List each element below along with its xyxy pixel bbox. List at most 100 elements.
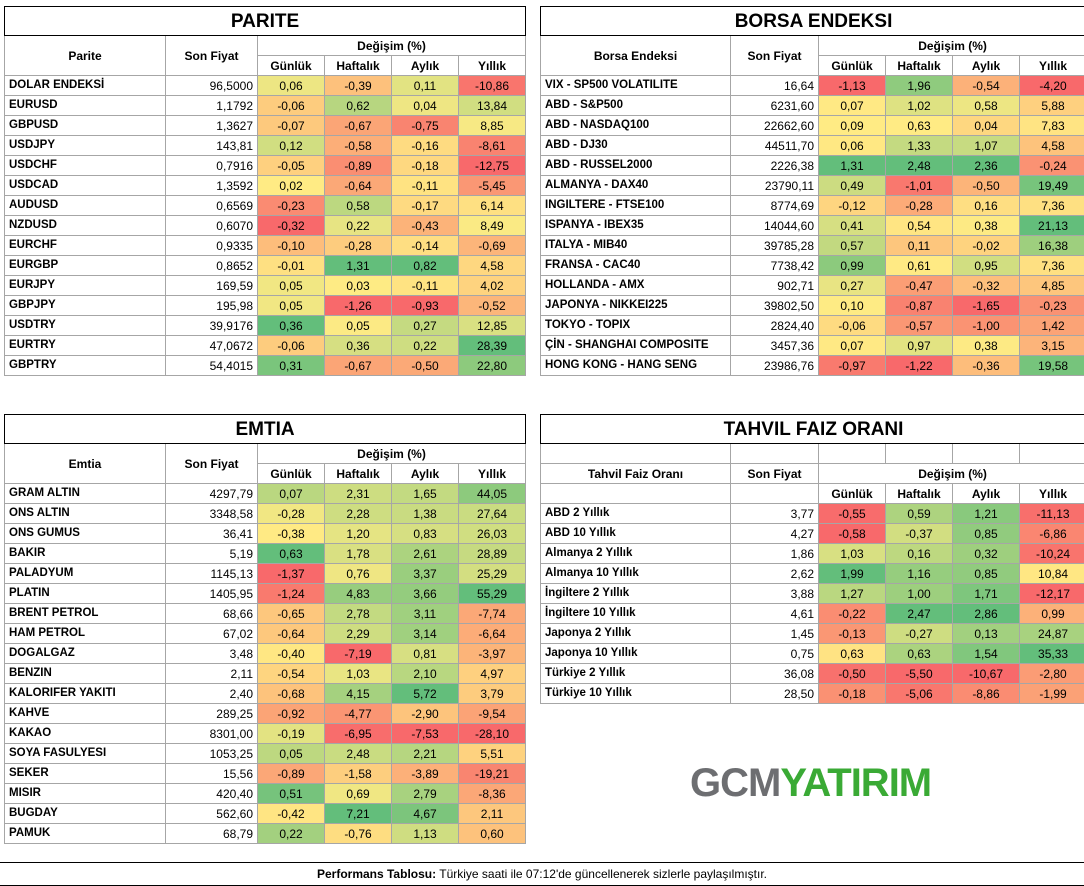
row-price: 4,27 bbox=[730, 523, 819, 544]
row-price: 68,66 bbox=[165, 603, 258, 624]
change-cell-y: 25,29 bbox=[457, 563, 527, 584]
change-cell-m: 0,38 bbox=[952, 335, 1020, 356]
change-cell-w: 0,16 bbox=[885, 543, 953, 564]
row-name: ONS GUMUS bbox=[4, 523, 166, 544]
footer-label: Performans Tablosu: bbox=[316, 867, 437, 881]
change-cell-m: 0,16 bbox=[952, 195, 1020, 216]
change-cell-m: 2,79 bbox=[391, 783, 459, 804]
price-header: Son Fiyat bbox=[730, 463, 819, 484]
table-row: PALADYUM 1145,13 -1,37 0,76 3,37 25,29 bbox=[4, 563, 527, 584]
row-name: GBPUSD bbox=[4, 115, 166, 136]
change-cell-w: 1,96 bbox=[885, 75, 953, 96]
blank-cell bbox=[540, 483, 731, 504]
change-cell-y: -10,24 bbox=[1018, 543, 1084, 564]
change-cell-w: -6,95 bbox=[324, 723, 392, 744]
price-header: Son Fiyat bbox=[165, 35, 258, 76]
table-row: HOLLANDA - AMX 902,71 0,27 -0,47 -0,32 4,85 bbox=[540, 275, 1084, 296]
change-cell-w: -1,58 bbox=[324, 763, 392, 784]
change-cell-d: 0,27 bbox=[818, 275, 886, 296]
change-cell-m: -0,11 bbox=[391, 275, 459, 296]
footer-text: Türkiye saati ile 07:12'de güncellenerek… bbox=[439, 867, 768, 881]
table-row: PAMUK 68,79 0,22 -0,76 1,13 0,60 bbox=[4, 823, 527, 844]
change-cell-m: 0,22 bbox=[391, 335, 459, 356]
row-name: TOKYO - TOPIX bbox=[540, 315, 731, 336]
change-cell-d: -0,06 bbox=[818, 315, 886, 336]
row-price: 4,61 bbox=[730, 603, 819, 624]
change-cell-w: -1,26 bbox=[324, 295, 392, 316]
change-cell-y: 4,58 bbox=[1018, 135, 1084, 156]
table-row: HONG KONG - HANG SENG 23986,76 -0,97 -1,22-… bbox=[540, 355, 1084, 376]
change-cell-d: -0,65 bbox=[257, 603, 325, 624]
change-cell-d: 0,05 bbox=[257, 295, 325, 316]
change-cell-m: 0,58 bbox=[952, 95, 1020, 116]
table-row: ISPANYA - IBEX35 14044,60 0,41 0,54 0,38 21,1… bbox=[540, 215, 1084, 236]
table-row: GBPUSD 1,3627 -0,07 -0,67 -0,75 8,85 bbox=[4, 115, 527, 136]
row-price: 7738,42 bbox=[730, 255, 819, 276]
header-row: Emtia Son Fiyat Değişim (%) bbox=[4, 443, 527, 484]
row-name: SEKER bbox=[4, 763, 166, 784]
spacer-cell bbox=[540, 443, 731, 464]
table-row: BAKIR 5,19 0,63 1,78 2,61 28,89 bbox=[4, 543, 527, 564]
row-name: İngiltere 2 Yıllık bbox=[540, 583, 731, 604]
change-cell-d: -0,07 bbox=[257, 115, 325, 136]
change-cell-y: 0,99 bbox=[1018, 603, 1084, 624]
table-row: ABD - RUSSEL2000 2226,38 1,31 2,48 2,36 -0,24 bbox=[540, 155, 1084, 176]
change-cell-m: 2,10 bbox=[391, 663, 459, 684]
table-row: ABD - NASDAQ100 22662,60 0,09 0,63 0,04 7,83 bbox=[540, 115, 1084, 136]
change-cell-y: 21,13 bbox=[1018, 215, 1084, 236]
change-cell-m: -0,50 bbox=[391, 355, 459, 376]
tahvil-title: TAHVIL FAIZ ORANI bbox=[539, 414, 1084, 444]
change-cell-w: 0,59 bbox=[885, 503, 953, 524]
change-cell-y: 19,58 bbox=[1018, 355, 1084, 376]
change-cell-d: 0,57 bbox=[818, 235, 886, 256]
spacer-cell bbox=[885, 443, 953, 464]
row-price: 2824,40 bbox=[730, 315, 819, 336]
table-row: ABD - DJ30 44511,70 0,06 1,33 1,07 4,58 bbox=[540, 135, 1084, 156]
table-row: ONS GUMUS 36,41 -0,38 1,20 0,83 26,03 bbox=[4, 523, 527, 544]
change-cell-m: -7,53 bbox=[391, 723, 459, 744]
change-cell-m: -0,14 bbox=[391, 235, 459, 256]
row-name: Japonya 10 Yıllık bbox=[540, 643, 731, 664]
row-name: GBPJPY bbox=[4, 295, 166, 316]
row-name: PLATIN bbox=[4, 583, 166, 604]
row-price: 2226,38 bbox=[730, 155, 819, 176]
change-cell-d: -0,54 bbox=[257, 663, 325, 684]
header-row: Tahvil Faiz Oranı Son Fiyat Değişim (%) bbox=[540, 463, 1084, 484]
change-cell-m: 0,27 bbox=[391, 315, 459, 336]
row-price: 3,88 bbox=[730, 583, 819, 604]
price-header: Son Fiyat bbox=[165, 443, 258, 484]
daily-header: Günlük bbox=[818, 483, 886, 504]
change-cell-m: 1,38 bbox=[391, 503, 459, 524]
change-cell-d: -1,13 bbox=[818, 75, 886, 96]
blank-cell bbox=[730, 483, 819, 504]
table-row: Japonya 2 Yıllık 1,45 -0,13 -0,27 0,13 24,87 bbox=[540, 623, 1084, 644]
row-name: ITALYA - MIB40 bbox=[540, 235, 731, 256]
spacer-cell bbox=[952, 443, 1020, 464]
change-cell-w: -0,37 bbox=[885, 523, 953, 544]
row-name: AUDUSD bbox=[4, 195, 166, 216]
change-cell-m: -0,02 bbox=[952, 235, 1020, 256]
row-price: 169,59 bbox=[165, 275, 258, 296]
change-cell-m: 3,66 bbox=[391, 583, 459, 604]
emtia-title: EMTIA bbox=[3, 414, 527, 444]
change-cell-d: 0,36 bbox=[257, 315, 325, 336]
change-cell-d: -0,19 bbox=[257, 723, 325, 744]
table-row: Türkiye 2 Yıllık 36,08 -0,50 -5,50 -10,67 -2,… bbox=[540, 663, 1084, 684]
change-cell-d: -0,50 bbox=[818, 663, 886, 684]
daily-header: Günlük bbox=[257, 55, 325, 76]
monthly-header: Aylık bbox=[952, 55, 1020, 76]
change-cell-y: 2,11 bbox=[457, 803, 527, 824]
change-header: Değişim (%) bbox=[256, 443, 527, 464]
change-cell-d: -1,24 bbox=[257, 583, 325, 604]
row-name: EURUSD bbox=[4, 95, 166, 116]
row-name: USDTRY bbox=[4, 315, 166, 336]
table-row: AUDUSD 0,6569 -0,23 0,58 -0,17 6,14 bbox=[4, 195, 527, 216]
change-cell-y: -12,75 bbox=[457, 155, 527, 176]
row-price: 0,6569 bbox=[165, 195, 258, 216]
row-name: DOGALGAZ bbox=[4, 643, 166, 664]
weekly-header: Haftalık bbox=[324, 463, 392, 484]
table-row: GRAM ALTIN 4297,79 0,07 2,31 1,65 44,05 bbox=[4, 483, 527, 504]
daily-header: Günlük bbox=[257, 463, 325, 484]
change-cell-y: 5,51 bbox=[457, 743, 527, 764]
change-cell-m: 1,13 bbox=[391, 823, 459, 844]
